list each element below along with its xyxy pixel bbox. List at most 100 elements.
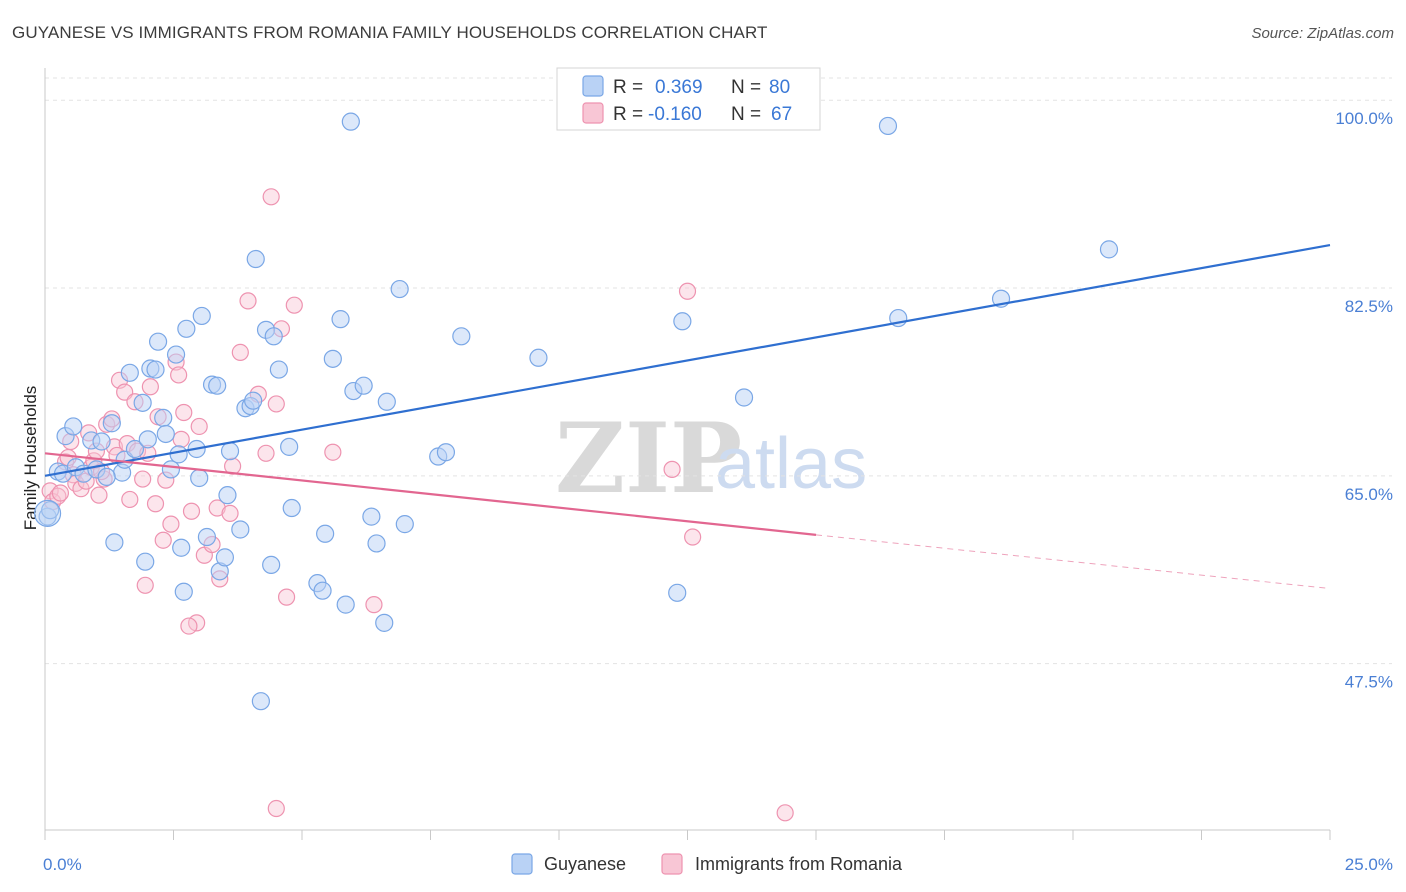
romania-point [134, 470, 152, 488]
guyanese-point [138, 430, 157, 449]
stats-legend: R = 0.369 N = 80 R = -0.160 N = 67 [556, 67, 821, 131]
y-tick-label: 82.5% [1345, 297, 1393, 316]
x-tick-label-max: 25.0% [1345, 855, 1393, 874]
watermark-atlas-text: atlas [715, 424, 867, 504]
guyanese-point [367, 534, 386, 553]
guyanese-point [154, 408, 173, 427]
watermark: ZIP atlas [555, 402, 867, 515]
romania-point [170, 366, 188, 384]
guyanese-point [218, 486, 237, 505]
guyanese-point [64, 417, 83, 436]
romania-trend-line [44, 452, 817, 536]
romania-point [208, 499, 226, 517]
romania-point [239, 292, 257, 310]
chart-source: Source: ZipAtlas.com [1251, 25, 1394, 42]
romania-point [49, 487, 67, 505]
romania-point [146, 495, 165, 513]
guyanese-point [375, 613, 394, 632]
guyanese-point-large [33, 499, 62, 527]
romania-point [267, 395, 285, 413]
romania-point [684, 528, 702, 546]
guyanese-point [354, 376, 373, 395]
romania-point [262, 188, 280, 206]
guyanese-point [313, 581, 332, 600]
legend-r-label-romania: R = [613, 104, 643, 125]
guyanese-point [105, 533, 124, 552]
romania-point [180, 617, 198, 635]
guyanese-point [156, 424, 175, 444]
romania-point [663, 460, 681, 478]
romania-point [90, 486, 108, 504]
bottom-legend-label-romania: Immigrants from Romania [695, 854, 903, 874]
romania-point [267, 799, 285, 818]
guyanese-point [146, 360, 165, 379]
axes [44, 68, 1331, 840]
guyanese-point [41, 501, 60, 520]
legend-r-value-guyanese: 0.369 [655, 77, 703, 98]
guyanese-point [390, 279, 409, 299]
romania-point [776, 804, 794, 822]
guyanese-point [436, 443, 456, 462]
romania-point [136, 576, 154, 594]
guyanese-point [734, 388, 754, 407]
legend-r-label-guyanese: R = [613, 77, 643, 98]
guyanese-points [33, 112, 1119, 711]
guyanese-point [323, 349, 342, 368]
bottom-legend-swatch-guyanese [511, 853, 533, 875]
romania-point [678, 282, 697, 300]
romania-point [121, 490, 139, 509]
y-axis-label: Family Households [21, 386, 40, 531]
romania-point [257, 444, 275, 462]
romania-point [175, 403, 193, 422]
guyanese-point [92, 432, 111, 451]
legend-r-value-romania: -0.160 [648, 104, 702, 125]
guyanese-point [341, 112, 360, 131]
guyanese-point [197, 527, 217, 547]
romania-point [221, 504, 239, 522]
guyanese-point [246, 249, 265, 269]
legend-n-value-guyanese: 80 [769, 77, 790, 98]
y-tick-label: 47.5% [1345, 673, 1393, 692]
legend-n-label-guyanese: N = [731, 77, 761, 98]
guyanese-point [262, 555, 281, 575]
guyanese-point [208, 376, 227, 395]
guyanese-point [231, 520, 250, 539]
romania-point [365, 596, 383, 614]
guyanese-point [177, 319, 196, 338]
guyanese-point [136, 552, 155, 571]
guyanese-point [220, 442, 240, 461]
guyanese-point [97, 467, 116, 487]
guyanese-point [280, 437, 299, 456]
bottom-legend-swatch-romania [661, 853, 683, 875]
guyanese-point [251, 692, 270, 711]
romania-point [231, 343, 249, 362]
romania-point [162, 515, 180, 533]
guyanese-point [174, 582, 193, 601]
guyanese-point [264, 327, 283, 346]
guyanese-point [148, 332, 168, 351]
guyanese-point [668, 583, 687, 602]
guyanese-point [1099, 240, 1119, 259]
guyanese-point [125, 439, 145, 459]
guyanese-point [377, 392, 396, 411]
guyanese-point [269, 360, 288, 379]
y-tick-label: 100.0% [1335, 109, 1393, 128]
guyanese-point [102, 414, 121, 433]
guyanese-point [169, 445, 188, 464]
guyanese-trend-line [44, 244, 1331, 477]
watermark-zip-text: ZIP [555, 402, 742, 515]
guyanese-point [161, 460, 181, 479]
guyanese-point [215, 548, 234, 567]
bottom-legend-label-guyanese: Guyanese [544, 854, 626, 874]
gridlines [45, 77, 1392, 665]
romania-point [190, 417, 208, 436]
romania-point [51, 484, 70, 502]
romania-point [141, 378, 159, 396]
guyanese-point [172, 538, 191, 557]
guyanese-point [673, 312, 692, 331]
guyanese-point [362, 507, 381, 526]
guyanese-point [244, 391, 263, 410]
guyanese-point [190, 468, 209, 488]
guyanese-point [120, 363, 139, 382]
